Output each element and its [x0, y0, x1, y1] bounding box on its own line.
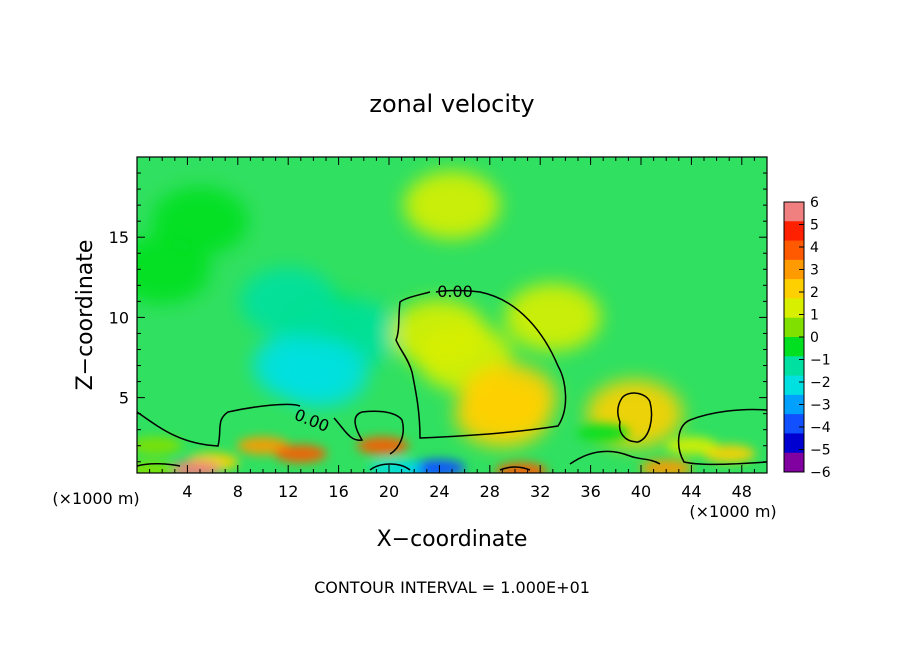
zero-contours — [137, 289, 767, 471]
colorbar-swatch — [784, 240, 804, 261]
contour-label-top: 0.00 — [437, 282, 473, 301]
colorbar: 6 5 4 3 2 1 0 −1 −2 −3 −4 −5 −6 — [783, 195, 831, 481]
colorbar-swatch — [784, 317, 804, 338]
zero-contour-blob-40 — [617, 392, 653, 443]
colorbar-label: 6 — [810, 195, 819, 211]
zero-contour-lower-b — [333, 410, 404, 455]
x-axis-label: X−coordinate — [377, 527, 528, 552]
colorbar-swatch — [784, 259, 804, 280]
colorbar-label: −5 — [810, 443, 831, 459]
x-tick-label: 48 — [732, 482, 752, 501]
colorbar-swatch — [784, 433, 804, 454]
field-feature-26 — [137, 436, 182, 455]
field-feature-11 — [391, 299, 488, 368]
field-feature-17 — [167, 460, 220, 473]
x-tick-label: 8 — [233, 482, 243, 501]
colorbar-label: −6 — [810, 465, 831, 481]
colorbar-swatch — [784, 221, 804, 242]
colorbar-swatch — [784, 356, 804, 377]
colorbar-label: 0 — [810, 330, 819, 346]
x-tick-label: 24 — [429, 482, 449, 501]
zero-contour-main — [395, 289, 567, 439]
y-tick-label: 5 — [119, 389, 129, 408]
heatmap-field — [137, 171, 756, 473]
zero-contour-bottom-a — [137, 450, 661, 471]
x-tick-label: 12 — [278, 482, 298, 501]
colorbar-label: 4 — [810, 240, 819, 256]
x-tick-label: 40 — [631, 482, 651, 501]
x-tick-label: 36 — [580, 482, 600, 501]
field-feature-23 — [665, 436, 718, 455]
y-axis: 5 10 15 — [109, 172, 767, 463]
x-tick-label: 44 — [681, 482, 701, 501]
field-feature-22 — [703, 444, 756, 463]
colorbar-swatch — [784, 414, 804, 434]
field-feature-21 — [495, 462, 548, 473]
colorbar-label: 3 — [810, 263, 819, 279]
field-feature-12 — [504, 283, 601, 352]
colorbar-label: −4 — [810, 420, 831, 436]
y-tick-label: 10 — [109, 308, 129, 327]
colorbar-swatch — [784, 279, 804, 299]
x-unit-left: (×1000 m) — [52, 489, 139, 508]
field-feature-0 — [404, 171, 500, 240]
y-tick-label: 15 — [109, 228, 129, 247]
plot-area — [137, 157, 767, 473]
field-feature-14 — [274, 444, 327, 463]
colorbar-swatch — [784, 375, 804, 396]
x-axis: 4 8 12 16 20 24 28 32 36 40 44 48 — [149, 157, 755, 501]
field-feature-13 — [237, 436, 289, 455]
x-tick-label: 20 — [379, 482, 399, 501]
colorbar-label: −1 — [810, 353, 831, 369]
chart-title: zonal velocity — [369, 90, 534, 118]
x-unit-right: (×1000 m) — [689, 502, 776, 521]
field-feature-6 — [271, 339, 368, 408]
colorbar-swatch — [784, 337, 804, 357]
field-feature-25 — [577, 423, 630, 442]
field-feature-10 — [454, 379, 551, 448]
colorbar-label: 2 — [810, 285, 819, 301]
colorbar-swatch — [784, 202, 804, 222]
x-tick-label: 16 — [328, 482, 348, 501]
zero-contour-right — [677, 408, 767, 466]
contour-labels: 0.00 0.00 — [292, 282, 473, 436]
x-tick-label: 28 — [480, 482, 500, 501]
y-axis-label: Z−coordinate — [73, 240, 98, 391]
colorbar-swatch — [784, 394, 804, 415]
colorbar-label: −3 — [810, 398, 831, 414]
colorbar-swatch — [784, 452, 804, 473]
field-feature-7 — [240, 267, 337, 336]
field-feature-20 — [369, 459, 422, 473]
colorbar-label: 5 — [810, 218, 819, 234]
x-tick-label: 4 — [182, 482, 192, 501]
colorbar-swatch — [784, 298, 804, 319]
contour-interval-note: CONTOUR INTERVAL = 1.000E+01 — [314, 578, 590, 597]
x-tick-label: 32 — [530, 482, 550, 501]
colorbar-label: −2 — [810, 375, 831, 391]
colorbar-label: 1 — [810, 308, 819, 324]
zero-contour-lower — [137, 403, 301, 447]
field-feature-2 — [152, 187, 248, 256]
